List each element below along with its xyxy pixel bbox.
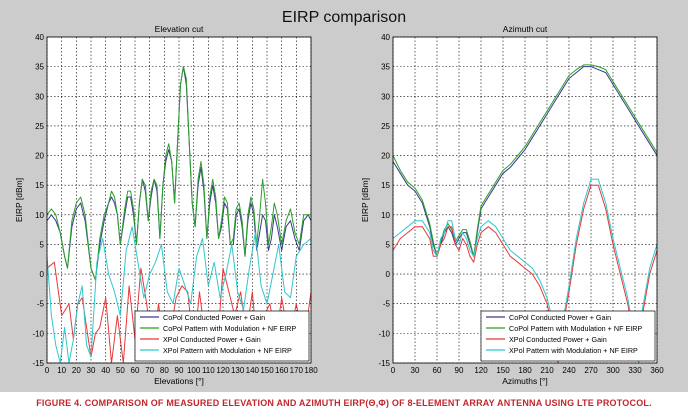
elevation-xtick-label: 180 [304,366,318,375]
elevation-xtick-label: 130 [231,366,245,375]
azimuth-chart: 0 30 60 90 120 150 180 210 240 270 300 330 360-15-10… [360,24,664,386]
elevation-xtick-label: 100 [187,366,201,375]
azimuth-ytick-label: 15 [381,181,390,190]
elevation-ytick-label: -10 [32,329,44,338]
azimuth-ytick-label: 0 [386,270,391,279]
elevation-xlabel: Elevations [°] [154,376,204,386]
azimuth-xtick-label: 330 [628,366,642,375]
elevation-ytick-label: 5 [40,240,45,249]
azimuth-ytick-label: 30 [381,92,390,101]
elevation-xtick-label: 140 [246,366,260,375]
azimuth-xtick-label: 150 [496,366,510,375]
elevation-ytick-label: -5 [37,300,45,309]
azimuth-series-xpol-pattern-with-modulation-nf-eirp [393,178,657,363]
elevation-xtick-label: 60 [131,366,140,375]
azimuth-plot-frame [392,36,658,364]
azimuth-xtick-label: 240 [562,366,576,375]
elevation-ytick-label: 10 [35,211,44,220]
azimuth-ytick-label: -10 [378,329,390,338]
elevation-title: Elevation cut [155,24,204,34]
azimuth-xtick-label: 0 [391,366,396,375]
elevation-ytick-label: -15 [32,359,44,368]
charts-svg: 0 10 20 30 40 50 60 70 80 90 100 110 120 130 140 150 160… [14,24,664,386]
azimuth-ytick-label: 40 [381,33,390,42]
azimuth-xtick-label: 30 [411,366,420,375]
azimuth-ytick-label: 20 [381,152,390,161]
azimuth-series-group [393,64,657,363]
azimuth-xtick-label: 360 [650,366,664,375]
azimuth-ytick-label: -15 [378,359,390,368]
elevation-xtick-label: 10 [57,366,66,375]
elevation-xtick-label: 120 [216,366,230,375]
elevation-ytick-label: 30 [35,92,44,101]
elevation-legend-box [134,310,310,362]
azimuth-xlabel: Azimuths [°] [502,376,547,386]
elevation-xtick-label: 110 [202,366,215,375]
elevation-ytick-label: 40 [35,33,44,42]
azimuth-ytick-label: 35 [381,63,390,72]
elevation-ytick-label: 25 [35,122,44,131]
elevation-series-xpol-pattern-with-modulation-nf-eirp [47,226,311,363]
elevation-xtick-label: 50 [116,366,125,375]
azimuth-xtick-label: 300 [606,366,620,375]
azimuth-ylabel: EIRP [dBm] [360,178,370,222]
elevation-legend-label-xpol-pattern-with-modulation-nf-eirp: XPol Pattern with Modulation + NF EIRP [163,346,292,355]
elevation-legend-label-xpol-conducted-power-gain: XPol Conducted Power + Gain [163,335,261,344]
elevation-chart: 0 10 20 30 40 50 60 70 80 90 100 110 120 130 140 150 160… [14,24,318,386]
azimuth-xtick-label: 60 [433,366,442,375]
azimuth-series-xpol-conducted-power-gain [393,184,657,363]
azimuth-ytick-label: -5 [383,300,391,309]
azimuth-legend-box [480,310,656,362]
elevation-ylabel: EIRP [dBm] [14,178,24,222]
elevation-xtick-label: 40 [101,366,110,375]
azimuth-legend: CoPol Conducted Power + Gain CoPol Patter… [480,310,656,362]
elevation-plot-frame [46,36,312,364]
azimuth-xtick-label: 120 [474,366,488,375]
elevation-legend-label-copol-pattern-with-modulation-nf-eirp: CoPol Pattern with Modulation + NF EIRP [163,324,296,333]
azimuth-xtick-label: 90 [455,366,464,375]
elevation-xtick-label: 90 [175,366,184,375]
azimuth-title: Azimuth cut [503,24,548,34]
elevation-ytick-label: 0 [40,270,45,279]
elevation-legend: CoPol Conducted Power + Gain CoPol Patter… [134,310,310,362]
elevation-xtick-label: 160 [275,366,289,375]
elevation-series-copol-conducted-power-gain [47,66,311,281]
azimuth-xtick-label: 180 [518,366,532,375]
elevation-xtick-label: 20 [72,366,81,375]
azimuth-legend-label-xpol-pattern-with-modulation-nf-eirp: XPol Pattern with Modulation + NF EIRP [509,346,638,355]
figure-caption: FIGURE 4. COMPARISON OF MEASURED ELEVATI… [36,398,652,408]
azimuth-xtick-label: 210 [540,366,554,375]
elevation-series-copol-pattern-with-modulation-nf-eirp [47,66,311,281]
azimuth-legend-label-xpol-conducted-power-gain: XPol Conducted Power + Gain [509,335,607,344]
azimuth-legend-label-copol-conducted-power-gain: CoPol Conducted Power + Gain [509,313,611,322]
azimuth-xtick-label: 270 [584,366,598,375]
elevation-xtick-label: 0 [45,366,50,375]
elevation-xtick-label: 70 [145,366,154,375]
azimuth-plot-area [393,37,657,363]
elevation-xtick-label: 80 [160,366,169,375]
elevation-xtick-label: 30 [87,366,96,375]
elevation-ytick-label: 35 [35,63,44,72]
azimuth-ytick-label: 5 [386,240,391,249]
elevation-ytick-label: 15 [35,181,44,190]
azimuth-legend-label-copol-pattern-with-modulation-nf-eirp: CoPol Pattern with Modulation + NF EIRP [509,324,642,333]
azimuth-ytick-label: 25 [381,122,390,131]
elevation-ytick-label: 20 [35,152,44,161]
elevation-xtick-label: 150 [260,366,274,375]
elevation-legend-label-copol-conducted-power-gain: CoPol Conducted Power + Gain [163,313,265,322]
figure-title: EIRP comparison [281,9,407,26]
azimuth-ytick-label: 10 [381,211,390,220]
elevation-xtick-label: 170 [290,366,304,375]
